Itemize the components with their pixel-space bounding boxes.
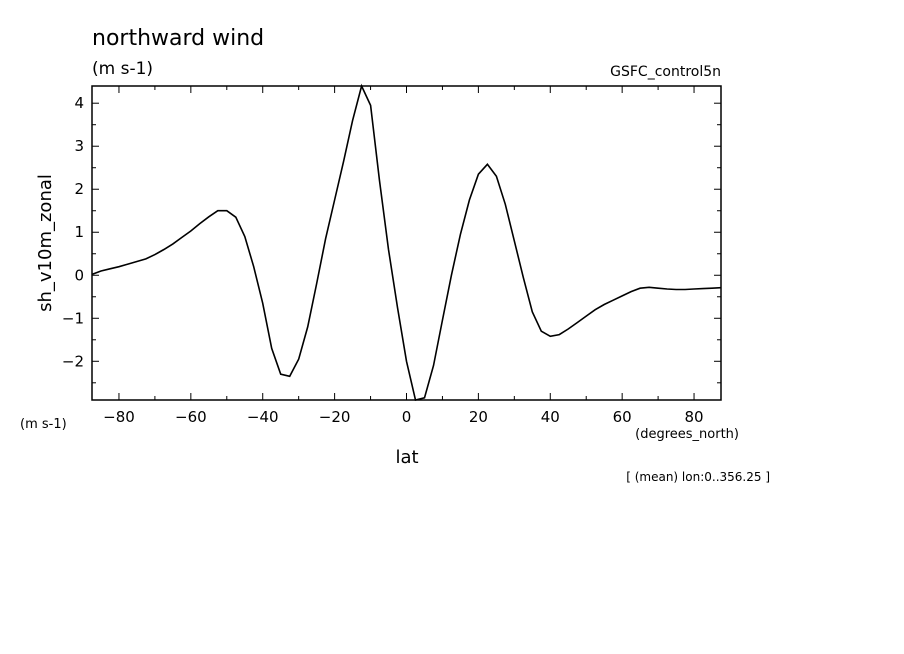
y-units-label: (m s-1) — [20, 417, 67, 432]
y-tick-label: −1 — [62, 309, 84, 327]
x-tick-label: −60 — [175, 408, 207, 426]
x-axis-label: lat — [395, 447, 418, 468]
x-tick-label: 80 — [684, 408, 703, 426]
x-tick-label: 0 — [402, 408, 412, 426]
x-tick-label: 60 — [613, 408, 632, 426]
y-tick-labels: −2 −1 0 1 2 3 4 — [62, 94, 84, 370]
x-tick-label: 20 — [469, 408, 488, 426]
plot-frame — [91, 85, 722, 401]
chart-units: (m s-1) — [92, 59, 153, 79]
y-axis-label: sh_v10m_zonal — [35, 174, 56, 312]
y-tick-label: 2 — [74, 180, 84, 198]
x-tick-labels: −80 −60 −40 −20 0 20 40 60 80 — [103, 408, 703, 426]
chart-title: northward wind — [92, 26, 264, 51]
dataset-name: GSFC_control5n — [610, 64, 721, 80]
y-tick-label: 1 — [74, 223, 84, 241]
x-tick-label: −20 — [319, 408, 351, 426]
averaging-note: [ (mean) lon:0..356.25 ] — [626, 470, 770, 484]
x-units-label: (degrees_north) — [635, 427, 739, 442]
series-line — [91, 83, 722, 401]
y-tick-label: 3 — [74, 137, 84, 155]
x-tick-label: −40 — [247, 408, 279, 426]
axis-ticks — [92, 86, 721, 400]
x-tick-label: 40 — [541, 408, 560, 426]
x-tick-label: −80 — [103, 408, 135, 426]
y-tick-label: 4 — [74, 94, 84, 112]
y-tick-label: 0 — [74, 266, 84, 284]
y-tick-label: −2 — [62, 352, 84, 370]
